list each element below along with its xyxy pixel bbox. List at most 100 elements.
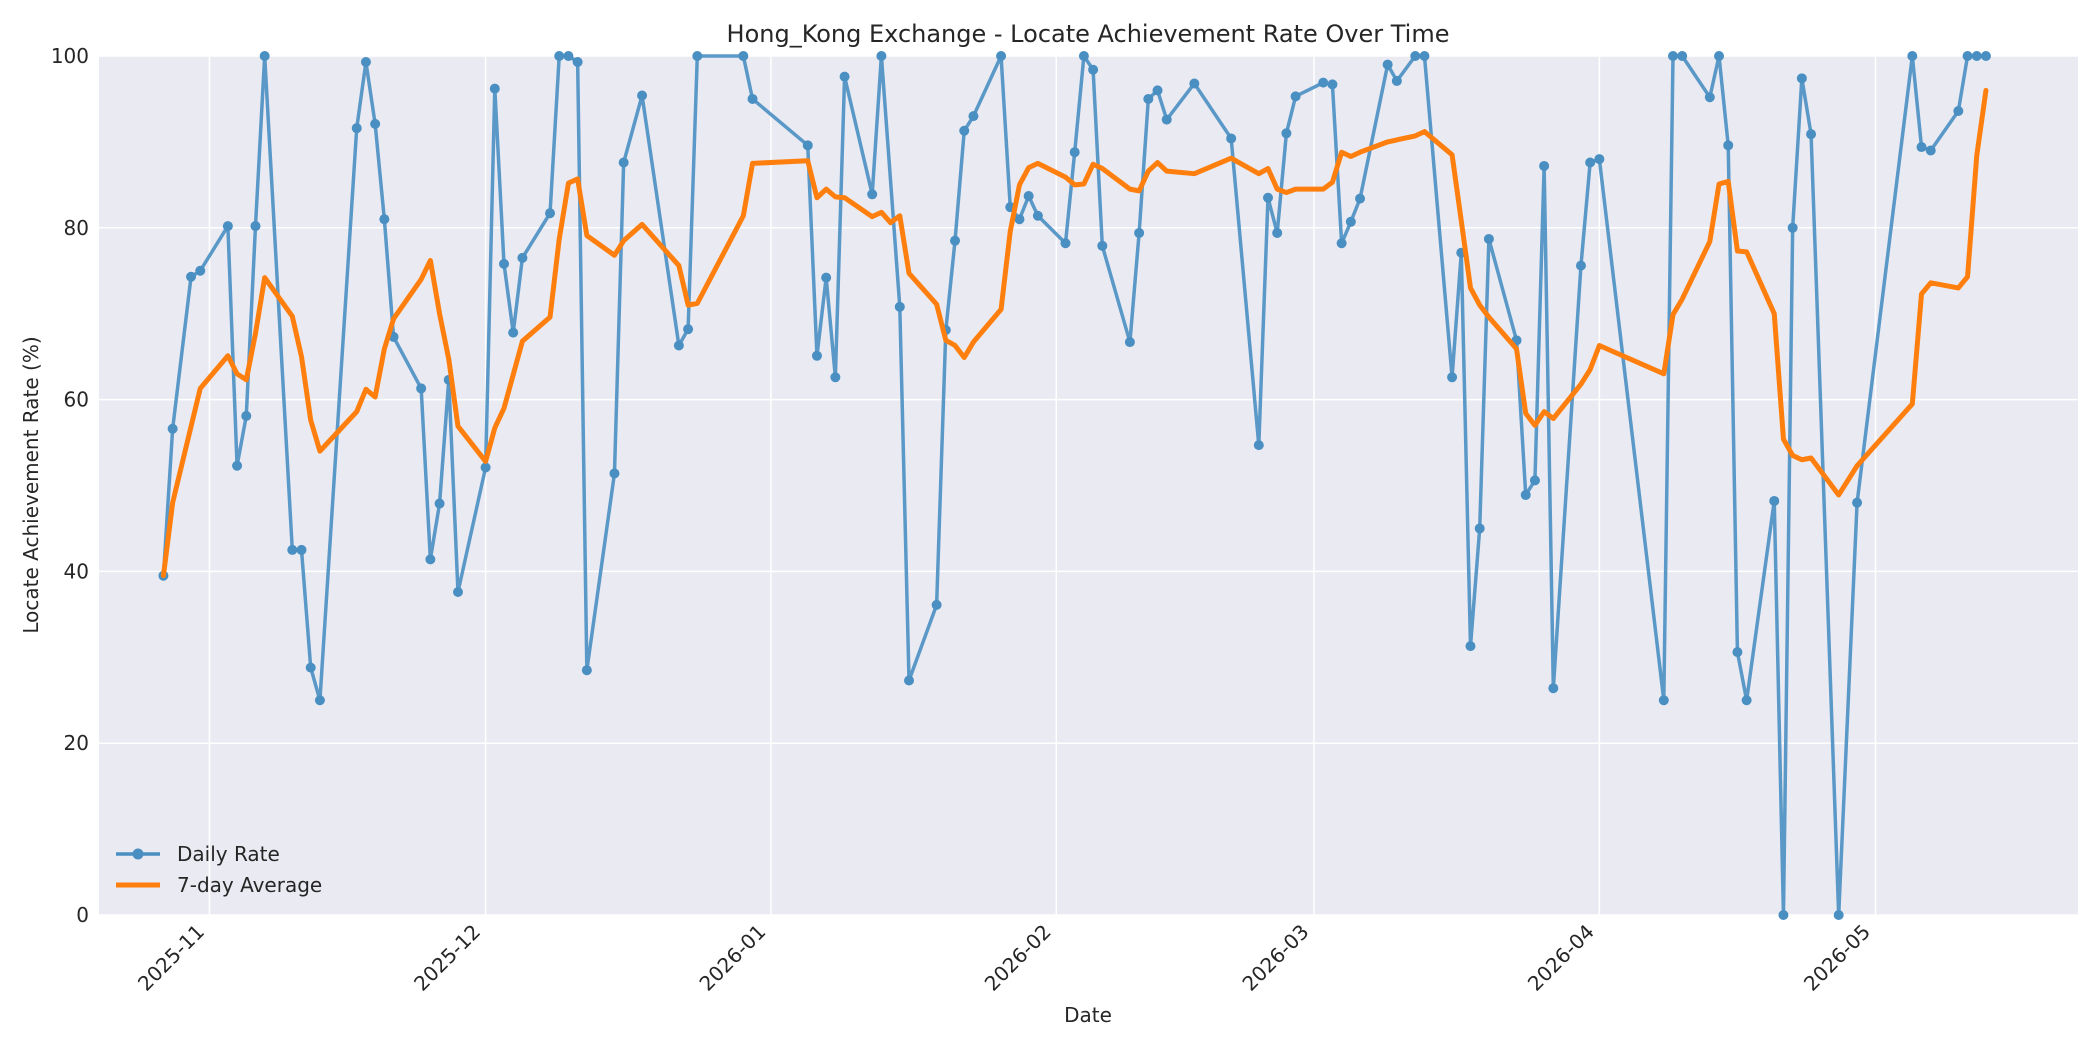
daily-rate-point-72 (1253, 440, 1264, 451)
daily-rate-point-37 (683, 324, 694, 335)
daily-rate-point-27 (517, 252, 528, 263)
seven-day-average-line (160, 87, 1989, 579)
daily-rate-point-48 (894, 301, 905, 312)
daily-rate-point-35 (637, 90, 648, 101)
daily-rate-point-3 (195, 265, 206, 276)
y-tick-label-1: 20 (64, 731, 89, 755)
daily-rate-point-44 (830, 372, 841, 383)
daily-rate-point-41 (802, 140, 813, 151)
daily-rate-point-10 (296, 544, 307, 555)
daily-rate-point-8 (259, 51, 270, 61)
daily-rate-point-23 (480, 462, 491, 473)
daily-rate-point-117 (1953, 105, 1964, 116)
daily-rate-point-84 (1410, 51, 1421, 61)
daily-rate-point-112 (1833, 910, 1844, 920)
daily-rate-point-1 (167, 423, 178, 434)
daily-rate-point-73 (1262, 192, 1273, 203)
y-tick-label-3: 60 (64, 388, 89, 412)
daily-rate-point-32 (581, 665, 592, 676)
daily-rate-point-63 (1088, 64, 1099, 75)
daily-rate-point-26 (508, 327, 519, 338)
daily-rate-point-97 (1585, 157, 1596, 168)
daily-rate-point-62 (1078, 51, 1089, 61)
daily-rate-point-81 (1355, 193, 1366, 204)
daily-rate-point-58 (1023, 191, 1034, 202)
daily-rate-point-92 (1520, 489, 1531, 500)
x-tick-label-1: 2025-12 (409, 920, 485, 996)
x-tick-label-3: 2026-02 (980, 920, 1056, 996)
daily-rate-point-100 (1668, 51, 1678, 61)
daily-rate-point-20 (434, 498, 445, 509)
daily-rate-point-77 (1318, 77, 1329, 88)
daily-rate-point-86 (1447, 372, 1458, 383)
daily-rate-point-24 (489, 83, 500, 94)
daily-rate-point-4 (222, 221, 233, 232)
daily-rate-point-57 (1014, 214, 1025, 225)
daily-rate-point-22 (452, 587, 463, 598)
daily-rate-point-9 (287, 544, 298, 555)
x-tick-label-6: 2026-05 (1799, 920, 1875, 996)
daily-rate-point-36 (673, 340, 684, 351)
x-axis-label: Date (1064, 1003, 1112, 1027)
daily-rate-point-52 (950, 235, 961, 246)
daily-rate-point-69 (1161, 114, 1172, 125)
daily-rate-point-7 (250, 221, 261, 232)
daily-rate-point-5 (232, 460, 243, 471)
daily-rate-point-16 (379, 214, 390, 225)
daily-rate-point-98 (1594, 154, 1605, 165)
y-tick-label-0: 0 (76, 903, 89, 927)
x-tick-label-5: 2026-04 (1523, 920, 1599, 996)
y-tick-label-5: 100 (51, 44, 89, 68)
daily-rate-point-50 (931, 599, 942, 610)
daily-rate-point-118 (1962, 51, 1973, 61)
daily-rate-point-74 (1272, 227, 1283, 238)
daily-rate-point-59 (1032, 210, 1043, 221)
daily-rate-point-38 (692, 51, 703, 61)
daily-rate-point-120 (1980, 51, 1991, 61)
y-axis-label: Locate Achievement Rate (%) (19, 336, 43, 633)
daily-rate-point-71 (1226, 133, 1237, 144)
plot-layer: 2025-11 2025-12 2026-01 2026-02 2026-03 2026-… (51, 44, 2078, 996)
daily-rate-point-111 (1806, 129, 1817, 140)
daily-rate-point-60 (1060, 238, 1071, 249)
daily-rate-point-39 (738, 51, 749, 61)
daily-rate-point-47 (876, 51, 887, 61)
daily-rate-point-55 (996, 51, 1007, 61)
daily-rate-point-19 (425, 554, 436, 565)
daily-rate-point-66 (1134, 227, 1145, 238)
y-tick-label-2: 40 (64, 559, 89, 583)
daily-rate-point-34 (618, 157, 629, 168)
daily-rate-point-109 (1787, 222, 1798, 233)
daily-rate-point-101 (1677, 51, 1688, 61)
daily-rate-point-80 (1345, 216, 1356, 227)
legend-average-label: 7-day Average (177, 873, 322, 897)
daily-rate-point-18 (416, 383, 427, 394)
daily-rate-point-13 (351, 123, 362, 134)
daily-rate-point-25 (499, 258, 509, 269)
daily-rate-point-119 (1971, 51, 1982, 61)
daily-rate-point-75 (1281, 128, 1292, 139)
daily-rate-point-54 (968, 111, 979, 122)
daily-rate-point-104 (1723, 140, 1734, 151)
x-tick-label-2: 2026-01 (694, 920, 770, 996)
daily-rate-point-106 (1741, 695, 1752, 706)
daily-rate-point-70 (1189, 78, 1200, 89)
daily-rate-point-94 (1539, 160, 1550, 171)
y-tick-label-4: 80 (64, 216, 89, 240)
legend: Daily Rate 7-day Average (116, 842, 322, 897)
daily-rate-point-85 (1419, 51, 1430, 61)
daily-rate-point-108 (1778, 910, 1789, 920)
daily-rate-point-115 (1916, 142, 1927, 153)
daily-rate-point-67 (1143, 93, 1154, 104)
daily-rate-point-49 (904, 675, 915, 686)
daily-rate-point-110 (1796, 73, 1807, 84)
daily-rate-point-88 (1465, 641, 1476, 652)
legend-daily-label: Daily Rate (177, 842, 280, 866)
daily-rate-point-11 (305, 662, 316, 673)
daily-rate-point-42 (811, 350, 822, 361)
daily-rate-point-90 (1483, 233, 1494, 244)
daily-rate-point-33 (609, 468, 620, 479)
daily-rate-point-82 (1382, 59, 1393, 70)
daily-rate-point-78 (1327, 79, 1338, 90)
daily-rate-point-95 (1548, 683, 1559, 694)
